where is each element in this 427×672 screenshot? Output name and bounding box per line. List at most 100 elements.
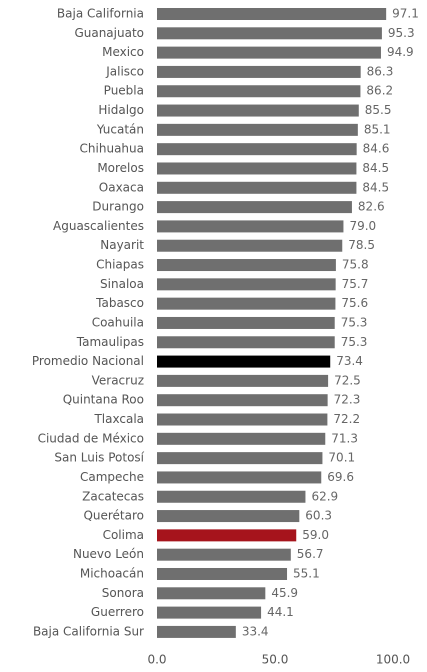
category-label: Nayarit <box>100 238 144 252</box>
value-label: 78.5 <box>348 238 375 252</box>
bar <box>157 8 387 20</box>
category-label: Chiapas <box>96 258 144 272</box>
value-label: 86.3 <box>367 64 394 78</box>
value-label: 44.1 <box>267 605 294 619</box>
bar <box>157 104 359 117</box>
value-label: 94.9 <box>387 45 414 59</box>
x-tick-label: 50.0 <box>262 653 289 667</box>
bar <box>157 239 343 252</box>
bar <box>157 85 361 98</box>
value-label: 75.7 <box>342 277 369 291</box>
value-label: 75.3 <box>341 315 368 329</box>
category-label: Zacatecas <box>82 489 144 503</box>
category-label: Sonora <box>102 586 144 600</box>
category-label: Campeche <box>80 470 144 484</box>
category-label: Veracruz <box>92 373 144 387</box>
value-label: 82.6 <box>358 200 385 214</box>
bar <box>157 529 297 542</box>
value-label: 97.1 <box>392 7 419 21</box>
category-label: Baja California <box>57 7 144 21</box>
category-label: Yucatán <box>96 122 144 136</box>
category-label: Tamaulipas <box>76 335 144 349</box>
value-label: 75.6 <box>341 296 368 310</box>
category-label: Colima <box>103 528 144 542</box>
bar <box>157 278 336 291</box>
category-label: Promedio Nacional <box>32 354 144 368</box>
bar <box>157 413 328 426</box>
bar <box>157 452 323 465</box>
category-label: Chihuahua <box>80 142 144 156</box>
category-label: Coahuila <box>92 315 144 329</box>
value-label: 72.2 <box>333 412 360 426</box>
bar <box>157 490 306 503</box>
value-label: 33.4 <box>242 624 269 638</box>
bar <box>157 65 361 78</box>
bar <box>157 548 291 561</box>
category-label: Quintana Roo <box>63 393 144 407</box>
category-label: Morelos <box>97 161 144 175</box>
category-label: Oaxaca <box>99 180 144 194</box>
value-label: 84.6 <box>363 142 390 156</box>
value-label: 95.3 <box>388 26 415 40</box>
category-label: Tabasco <box>95 296 144 310</box>
bar <box>157 143 357 156</box>
category-label: Tlaxcala <box>93 412 144 426</box>
value-label: 84.5 <box>362 180 389 194</box>
value-label: 70.1 <box>328 451 355 465</box>
bar <box>157 432 326 445</box>
category-label: Hidalgo <box>98 103 144 117</box>
value-label: 85.1 <box>364 122 391 136</box>
value-label: 73.4 <box>336 354 363 368</box>
category-label: Baja California Sur <box>33 624 144 638</box>
bar <box>157 181 357 194</box>
value-label: 75.3 <box>341 335 368 349</box>
x-tick-label: 0.0 <box>147 653 166 667</box>
bar <box>157 606 262 619</box>
bar <box>157 259 336 272</box>
value-label: 84.5 <box>362 161 389 175</box>
bar <box>157 336 335 349</box>
value-label: 86.2 <box>366 84 393 98</box>
bar <box>157 567 288 580</box>
category-label: Guanajuato <box>74 26 144 40</box>
value-label: 75.8 <box>342 258 369 272</box>
bar <box>157 27 382 40</box>
category-label: Michoacán <box>80 566 144 580</box>
category-label: Nuevo León <box>73 547 144 561</box>
bar <box>157 394 328 407</box>
value-label: 45.9 <box>271 586 298 600</box>
bar <box>157 220 344 233</box>
category-label: Durango <box>92 200 144 214</box>
value-label: 72.3 <box>334 393 361 407</box>
bar <box>157 162 357 175</box>
value-label: 62.9 <box>311 489 338 503</box>
category-label: Puebla <box>104 84 144 98</box>
bar <box>157 46 381 59</box>
bar <box>157 201 352 214</box>
bar <box>157 510 300 523</box>
bar <box>157 297 336 310</box>
value-label: 60.3 <box>305 509 332 523</box>
value-label: 85.5 <box>365 103 392 117</box>
value-label: 71.3 <box>331 431 358 445</box>
value-label: 55.1 <box>293 566 320 580</box>
bar <box>157 374 329 387</box>
bar <box>157 625 236 638</box>
value-label: 59.0 <box>302 528 329 542</box>
category-label: Guerrero <box>91 605 144 619</box>
category-label: Querétaro <box>83 509 144 523</box>
category-label: Sinaloa <box>100 277 144 291</box>
category-label: Mexico <box>102 45 144 59</box>
category-label: San Luis Potosí <box>54 451 144 465</box>
bar <box>157 123 358 136</box>
category-label: Jalisco <box>105 64 144 78</box>
value-label: 69.6 <box>327 470 354 484</box>
bar <box>157 471 322 484</box>
category-label: Ciudad de México <box>38 431 144 445</box>
bar <box>157 587 266 600</box>
x-tick-label: 100.0 <box>376 653 410 667</box>
value-label: 79.0 <box>349 219 376 233</box>
value-label: 72.5 <box>334 373 361 387</box>
bar <box>157 316 335 329</box>
